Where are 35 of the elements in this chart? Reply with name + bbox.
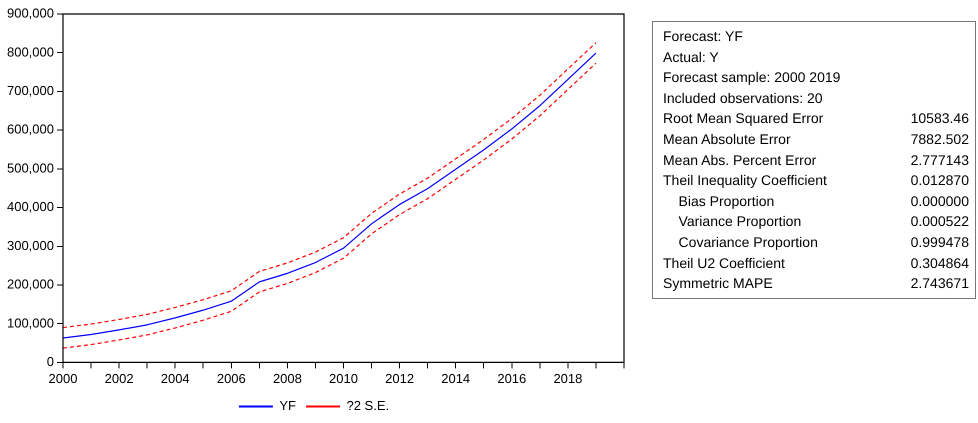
- y-tick-label: 300,000: [6, 238, 54, 253]
- x-tick-label: 2000: [48, 370, 78, 386]
- x-tick-label: 2014: [441, 370, 470, 386]
- x-tick-label: 2016: [497, 370, 526, 386]
- x-tick-label: 2012: [385, 370, 414, 386]
- y-tick-label: 600,000: [6, 122, 54, 137]
- y-tick-label: 400,000: [6, 199, 54, 214]
- text: Symmetric MAPE 2.743671: [663, 275, 969, 292]
- text: Bias Proportion 0.000000: [678, 192, 969, 209]
- y-tick-label: 100,000: [6, 315, 54, 330]
- y-tick-label: 200,000: [6, 276, 54, 292]
- x-tick-label: 2004: [160, 370, 190, 386]
- legend-label: ?2 S.E.: [346, 398, 390, 414]
- text: Covariance Proportion 0.999478: [678, 234, 969, 250]
- text: Root Mean Squared Error 10583.46: [663, 110, 969, 126]
- y-tick-label: 800,000: [6, 44, 54, 60]
- text: Actual: Y: [663, 48, 719, 67]
- x-tick-label: 2010: [329, 370, 358, 386]
- text: Included observations: 20: [663, 88, 823, 108]
- text: Theil U2 Coefficient 0.304864: [663, 254, 969, 271]
- text: Variance Proportion 0.000522: [678, 213, 969, 230]
- text: Mean Absolute Error 7882.502: [663, 130, 969, 147]
- text: Forecast sample: 2000 2019: [663, 68, 840, 88]
- y-tick-label: 700,000: [6, 83, 54, 98]
- y-tick-label: 0: [46, 354, 54, 369]
- x-tick-label: 2002: [104, 370, 134, 386]
- text: Mean Abs. Percent Error 2.777143: [663, 152, 969, 168]
- x-tick-label: 2008: [272, 370, 302, 386]
- text: Theil Inequality Coefficient 0.012870: [663, 172, 969, 188]
- text: Forecast: YF: [663, 27, 743, 46]
- x-tick-label: 2018: [553, 370, 582, 386]
- legend-label: YF: [279, 398, 296, 414]
- x-tick-label: 2006: [216, 370, 246, 386]
- y-tick-label: 500,000: [6, 160, 54, 176]
- y-tick-label: 900,000: [6, 6, 54, 21]
